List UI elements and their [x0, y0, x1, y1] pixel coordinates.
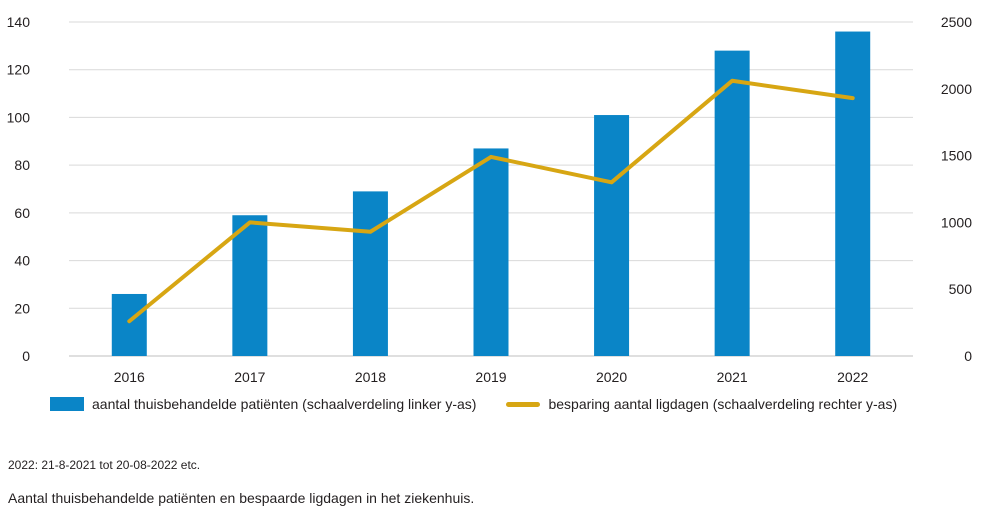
left-y-tick-label: 0	[22, 348, 30, 364]
left-y-tick-label: 20	[14, 300, 30, 316]
x-tick-label: 2018	[355, 369, 386, 385]
left-y-tick-label: 60	[14, 205, 30, 221]
bar-series	[111, 31, 871, 357]
x-tick-label: 2017	[234, 369, 265, 385]
bar	[473, 148, 509, 356]
x-tick-label: 2022	[837, 369, 868, 385]
right-y-tick-label: 500	[949, 281, 973, 297]
left-y-axis: 0 20 40 60 80 100 120 140	[7, 14, 31, 364]
line-series	[127, 78, 855, 324]
x-tick-label: 2021	[717, 369, 748, 385]
right-y-tick-label: 1000	[941, 214, 972, 230]
right-y-tick-label: 0	[964, 348, 972, 364]
right-y-tick-label: 2000	[941, 81, 972, 97]
footnote: 2022: 21-8-2021 tot 20-08-2022 etc.	[8, 458, 201, 472]
legend-item-bars: aantal thuisbehandelde patiënten (schaal…	[50, 396, 476, 412]
legend-line-swatch	[506, 401, 541, 407]
x-tick-label: 2020	[596, 369, 627, 385]
bar	[714, 50, 750, 356]
bar	[111, 293, 147, 356]
legend: aantal thuisbehandelde patiënten (schaal…	[50, 396, 897, 412]
legend-bar-label: aantal thuisbehandelde patiënten (schaal…	[92, 396, 477, 412]
x-tick-label: 2019	[475, 369, 506, 385]
left-y-tick-label: 40	[14, 253, 30, 269]
left-y-tick-label: 100	[7, 109, 31, 125]
bar	[835, 31, 871, 357]
legend-item-line: besparing aantal ligdagen (schaalverdeli…	[506, 396, 897, 412]
figure-caption: Aantal thuisbehandelde patiënten en besp…	[8, 490, 475, 506]
left-y-tick-label: 140	[7, 14, 31, 30]
right-y-tick-label: 2500	[941, 14, 972, 30]
right-y-tick-label: 1500	[941, 148, 972, 164]
legend-line-label: besparing aantal ligdagen (schaalverdeli…	[548, 396, 898, 412]
left-y-tick-label: 120	[7, 62, 31, 78]
left-y-tick-label: 80	[14, 157, 30, 173]
bar	[352, 191, 388, 356]
bar	[594, 115, 630, 357]
bar	[232, 215, 268, 356]
legend-bar-swatch	[50, 397, 84, 411]
right-y-axis: 0 500 1000 1500 2000 2500	[941, 14, 972, 364]
x-axis: 2016 2017 2018 2019 2020 2021 2022	[114, 369, 869, 385]
x-tick-label: 2016	[114, 369, 145, 385]
